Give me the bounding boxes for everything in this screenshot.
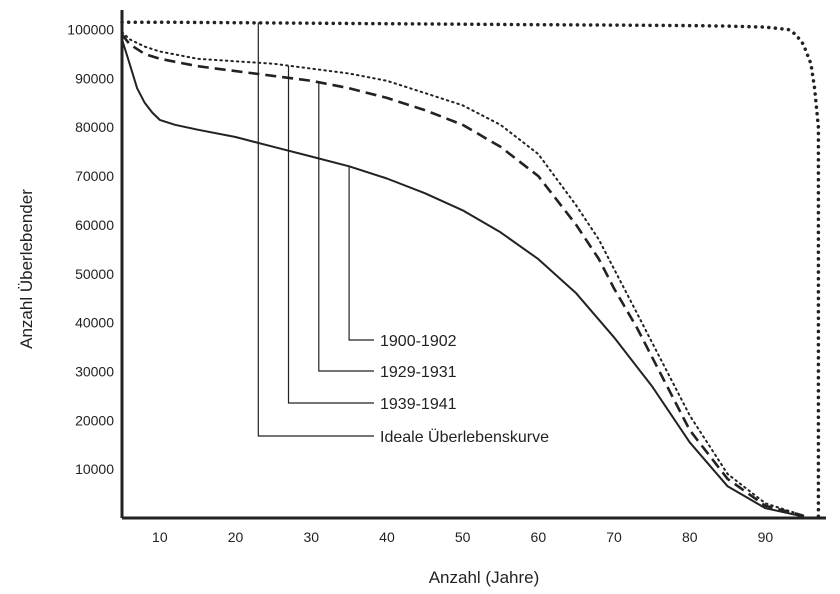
y-axis-ticks: 10000 20000 30000 40000 50000 60000 70000 80000…	[67, 22, 114, 478]
series-line	[121, 39, 804, 518]
x-tick-label: 90	[758, 529, 774, 545]
series-line	[121, 31, 805, 517]
x-tick-label: 10	[152, 529, 168, 545]
x-tick-label: 70	[606, 529, 622, 545]
legend-leader-line	[287, 65, 374, 404]
y-tick-label: 40000	[75, 315, 114, 331]
y-tick-label: 10000	[75, 461, 114, 477]
legend-entry: Ideale Überlebenskurve	[380, 428, 549, 446]
y-tick-label: 100000	[67, 22, 114, 38]
y-tick-label: 90000	[75, 70, 114, 86]
legend-leader-line	[257, 22, 374, 437]
x-tick-label: 30	[303, 529, 319, 545]
x-axis-ticks: 10 20 30 40 50 60 70 80 90	[152, 529, 773, 545]
series-line	[120, 20, 821, 520]
legend-leaders: 1900-1902 1929-1931 1939-1941 Ideale Überle…	[257, 22, 549, 446]
x-tick-label: 80	[682, 529, 698, 545]
y-tick-label: 50000	[75, 266, 114, 282]
y-tick-label: 80000	[75, 119, 114, 135]
y-tick-label: 20000	[75, 412, 114, 428]
y-tick-label: 60000	[75, 217, 114, 233]
series-layer	[120, 20, 821, 520]
legend-entry: 1900-1902	[380, 333, 457, 350]
y-axis-label: Anzahl Überlebender	[17, 189, 36, 349]
y-tick-label: 30000	[75, 363, 114, 379]
x-tick-label: 20	[228, 529, 244, 545]
x-tick-label: 40	[379, 529, 395, 545]
x-axis-label: Anzahl (Jahre)	[429, 568, 540, 587]
legend-leader-line	[348, 166, 374, 341]
y-tick-label: 70000	[75, 168, 114, 184]
legend-leader-line	[318, 82, 374, 372]
legend-entry: 1929-1931	[380, 364, 457, 381]
series-line	[120, 33, 804, 517]
legend-entry: 1939-1941	[380, 396, 457, 413]
x-tick-label: 50	[455, 529, 471, 545]
x-tick-label: 60	[531, 529, 547, 545]
